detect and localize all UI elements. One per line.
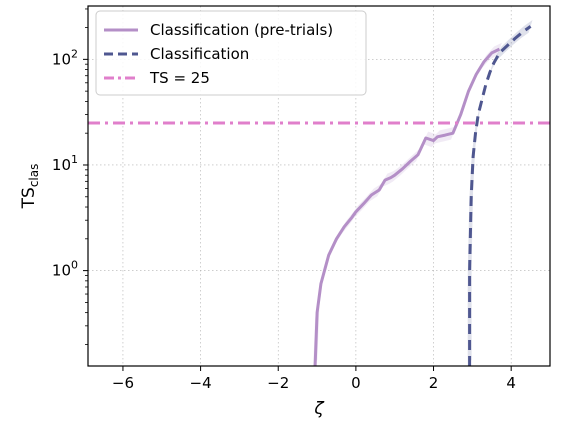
y-tick-label: 100 bbox=[52, 259, 78, 280]
y-tick-label-exponent: 1 bbox=[71, 153, 78, 166]
series-line bbox=[468, 25, 532, 366]
series-line bbox=[313, 47, 501, 367]
y-axis-label-sub: clas bbox=[27, 164, 41, 188]
x-tick-label: −6 bbox=[112, 374, 134, 392]
legend: Classification (pre-trials) Classificatio… bbox=[95, 10, 367, 96]
y-tick-label-base: 10 bbox=[52, 50, 71, 68]
plot-area-frame bbox=[87, 5, 551, 367]
x-tick-label: 4 bbox=[506, 374, 516, 392]
y-tick-label-exponent: 2 bbox=[71, 47, 78, 60]
x-tick-label: 0 bbox=[351, 374, 361, 392]
y-tick-label-base: 10 bbox=[52, 156, 71, 174]
legend-label: Classification (pre-trials) bbox=[150, 21, 333, 39]
series-lines bbox=[88, 25, 550, 367]
svg-text:TSclas: TSclas bbox=[19, 164, 41, 210]
x-tick-label: −4 bbox=[190, 374, 212, 392]
legend-label: Classification bbox=[150, 45, 249, 63]
y-tick-label: 101 bbox=[52, 153, 78, 174]
x-tick-label: 2 bbox=[429, 374, 439, 392]
x-tick-label: −2 bbox=[267, 374, 289, 392]
y-axis-label-main: TS bbox=[19, 187, 39, 209]
legend-box bbox=[95, 10, 367, 96]
y-tick-label-exponent: 0 bbox=[71, 259, 78, 272]
y-axis-label: TSclas bbox=[19, 164, 41, 210]
y-tick-label-base: 10 bbox=[52, 262, 71, 280]
y-tick-label: 102 bbox=[52, 47, 78, 68]
x-axis-label: ζ bbox=[313, 399, 325, 419]
legend-label: TS = 25 bbox=[149, 69, 210, 87]
